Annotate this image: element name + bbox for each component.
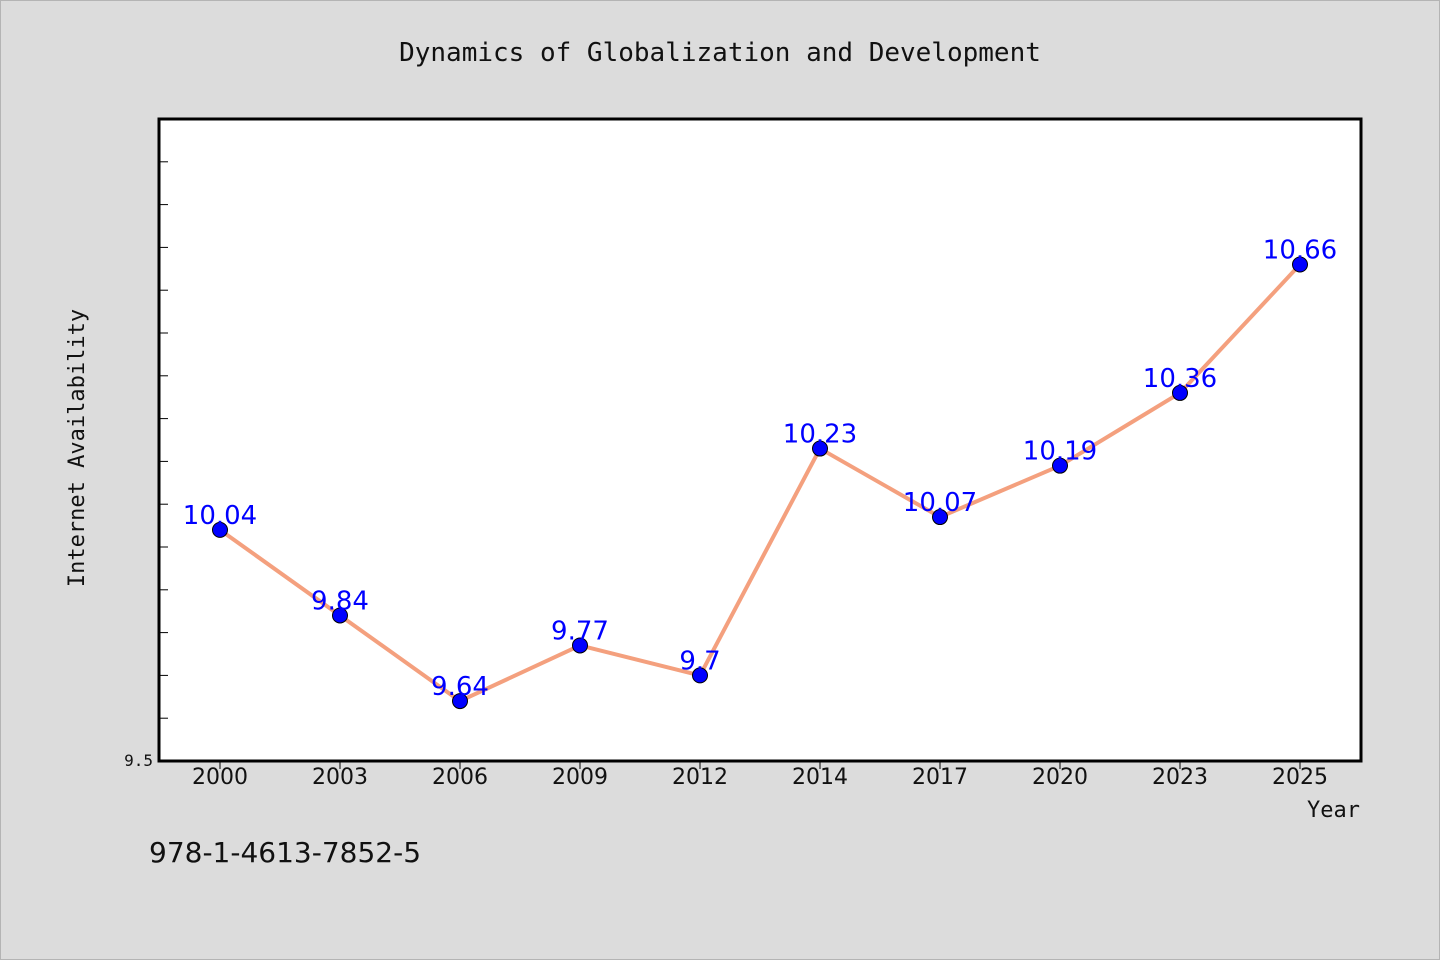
series-line (218, 263, 1302, 704)
x-axis: 2000 2003 2006 2009 2012 2014 2017 2020 2023 2025 (192, 761, 1328, 790)
data-point (1052, 457, 1068, 474)
x-tick-label: 2020 (1032, 765, 1088, 790)
plot-area (157, 117, 1363, 763)
x-tick-label: 2017 (912, 765, 968, 790)
x-tick-label: 2012 (672, 765, 728, 790)
x-tick-label: 2009 (552, 765, 608, 790)
data-point (1292, 256, 1308, 273)
data-label: 10.19 (1023, 437, 1097, 467)
data-point (212, 521, 228, 538)
data-label: 9.7 (679, 646, 720, 676)
x-tick-label: 2000 (192, 765, 248, 790)
series: 10.04 9.84 9.64 9.77 9.7 10.23 10.07 10.19 10.36… (183, 236, 1337, 710)
isbn-text: 978-1-4613-7852-5 (149, 836, 421, 869)
x-tick-label: 2025 (1272, 765, 1328, 790)
data-label: 10.04 (183, 501, 257, 531)
data-label: 9.84 (311, 586, 369, 616)
data-label: 10.23 (783, 420, 857, 450)
data-point (812, 440, 828, 457)
data-point (452, 693, 468, 710)
chart-title: Dynamics of Globalization and Developmen… (399, 38, 1041, 68)
data-point (332, 607, 348, 624)
x-axis-title: Year (1307, 798, 1360, 823)
y-axis-title: Internet Availability (65, 309, 90, 587)
data-label: 9.77 (551, 616, 609, 646)
data-point (572, 637, 588, 654)
data-label: 10.66 (1263, 236, 1337, 266)
x-tick-label: 2014 (792, 765, 848, 790)
x-tick-label: 2006 (432, 765, 488, 790)
data-label: 10.07 (903, 488, 977, 518)
x-tick-label: 2023 (1152, 765, 1208, 790)
data-point (1172, 384, 1188, 401)
y-axis: 9.5 (124, 161, 168, 770)
data-label: 10.36 (1143, 364, 1217, 394)
x-tick-label: 2003 (312, 765, 368, 790)
data-point (932, 509, 948, 526)
data-point (692, 667, 708, 684)
y-tick-label: 9.5 (124, 751, 153, 770)
data-label: 9.64 (431, 672, 489, 702)
